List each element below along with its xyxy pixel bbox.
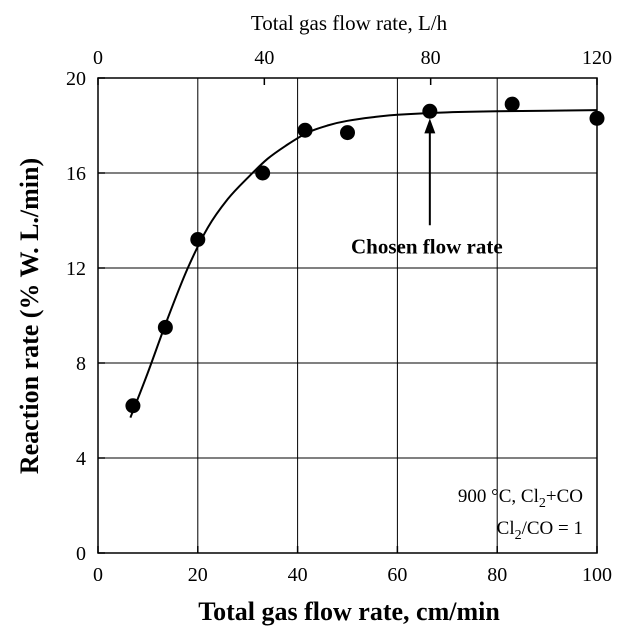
data-point — [422, 103, 438, 119]
x-tick-label: 0 — [93, 564, 103, 586]
x-tick-label: 40 — [288, 564, 308, 586]
x-tick-label: 20 — [188, 564, 208, 586]
x-tick-label: 60 — [387, 564, 407, 586]
data-point — [504, 96, 520, 112]
annotation-label: Chosen flow rate — [351, 234, 503, 258]
y-axis-title: Reaction rate (% W. L./min) — [15, 158, 44, 474]
y-tick-label: 16 — [66, 163, 86, 185]
y-tick-label: 20 — [66, 68, 86, 90]
x2-axis-ticks: 0 40 80 120 — [93, 47, 612, 85]
x-axis-title: Total gas flow rate, cm/min — [198, 597, 500, 626]
data-point — [157, 319, 173, 335]
y-tick-label: 4 — [76, 448, 86, 470]
grid-lines — [98, 78, 597, 553]
x-axis-ticks: 0 20 40 60 80 100 — [93, 546, 612, 586]
data-point — [255, 165, 271, 181]
x2-tick-label: 80 — [421, 47, 441, 69]
annotation-arrowhead — [424, 118, 436, 134]
data-point — [589, 110, 605, 126]
fit-curve — [129, 109, 598, 418]
data-point — [297, 122, 313, 138]
cond1-prefix: 900 °C, Cl — [458, 486, 539, 507]
y-axis-ticks: 0 4 8 12 16 20 — [66, 68, 105, 565]
cond2-suffix: /CO = 1 — [522, 518, 583, 539]
y-tick-label: 0 — [76, 543, 86, 565]
plot-frame — [97, 77, 598, 554]
cond2-prefix: Cl — [497, 518, 515, 539]
x-tick-label: 100 — [582, 564, 612, 586]
y-tick-label: 8 — [76, 353, 86, 375]
x2-axis-title: Total gas flow rate, L/h — [251, 11, 448, 35]
data-point — [190, 232, 206, 247]
conditions-line-1: 900 °C, Cl2+CO — [458, 486, 583, 511]
x2-tick-label: 0 — [93, 47, 103, 69]
conditions-line-2: Cl2/CO = 1 — [497, 518, 583, 543]
data-point — [125, 398, 141, 414]
x2-tick-label: 40 — [254, 47, 274, 69]
y-tick-label: 12 — [66, 258, 86, 280]
x-tick-label: 80 — [487, 564, 507, 586]
cond1-suffix: +CO — [546, 486, 583, 507]
x2-tick-label: 120 — [582, 47, 612, 69]
chosen-flow-rate-annotation: Chosen flow rate — [351, 118, 503, 258]
data-point — [340, 125, 355, 141]
cond2-subscript: 2 — [515, 528, 522, 543]
data-points — [125, 96, 605, 414]
cond1-subscript: 2 — [539, 496, 546, 511]
